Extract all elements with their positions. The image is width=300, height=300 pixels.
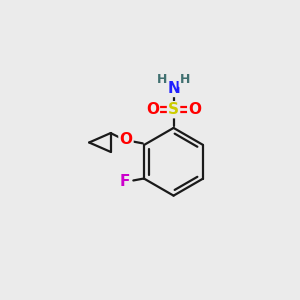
Text: S: S [168, 102, 179, 117]
Text: H: H [180, 73, 190, 86]
Text: O: O [188, 102, 201, 117]
Text: H: H [157, 73, 168, 86]
Text: N: N [167, 81, 180, 96]
Text: O: O [146, 102, 159, 117]
Text: O: O [119, 132, 133, 147]
Text: F: F [120, 174, 130, 189]
